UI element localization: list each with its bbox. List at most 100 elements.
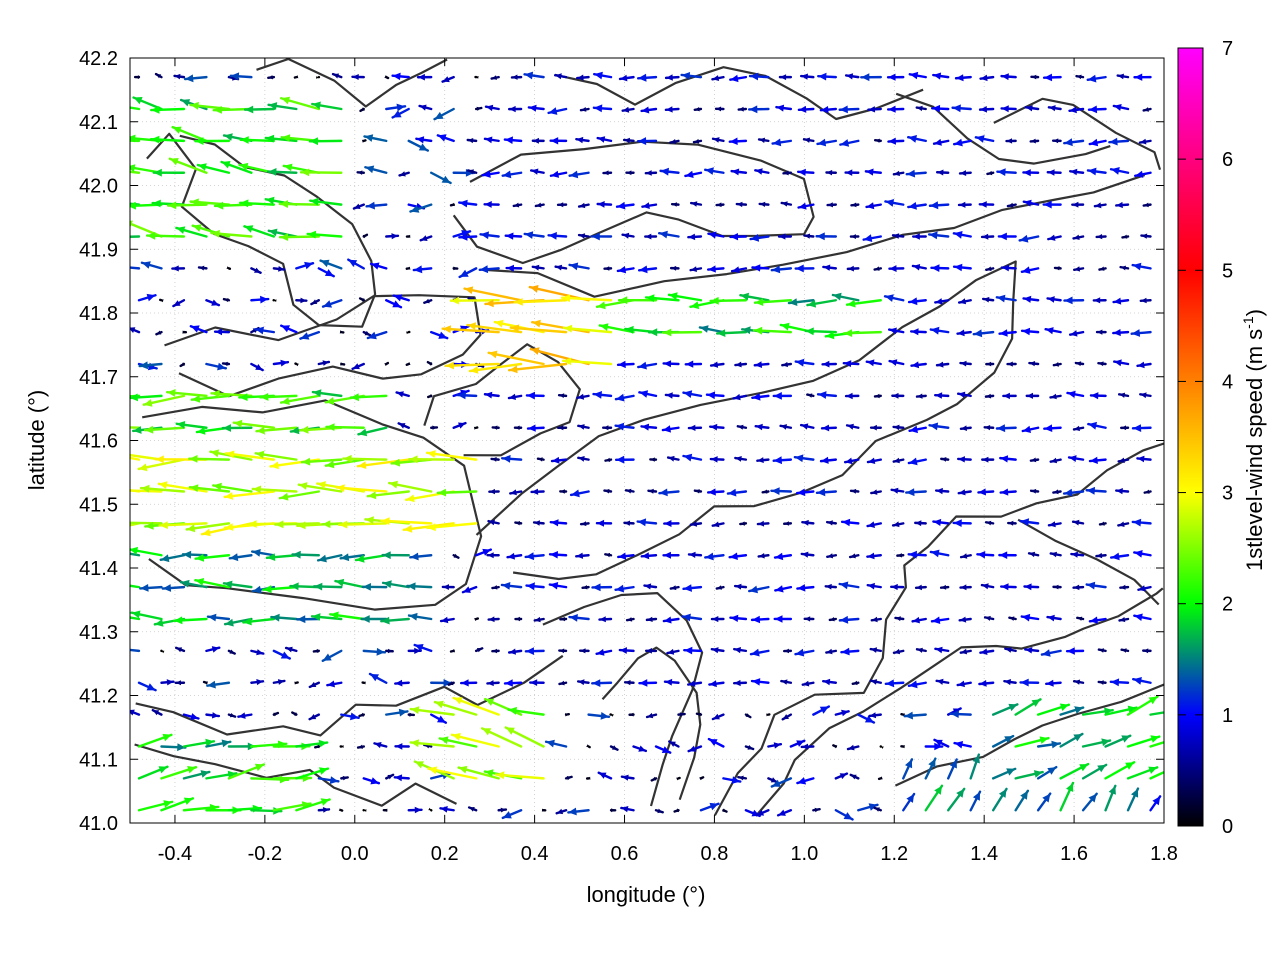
wind-vector bbox=[932, 138, 950, 146]
wind-vector bbox=[815, 488, 838, 497]
wind-vector-head bbox=[604, 488, 610, 494]
wind-vector-head bbox=[880, 746, 884, 749]
wind-vector bbox=[441, 325, 500, 334]
wind-vector bbox=[1074, 361, 1085, 367]
wind-vector bbox=[1028, 361, 1040, 367]
wind-vector bbox=[426, 360, 433, 366]
wind-vector-head bbox=[409, 612, 418, 621]
wind-vector bbox=[1047, 234, 1062, 241]
wind-vector bbox=[796, 584, 815, 592]
wind-vector-head bbox=[322, 360, 329, 366]
wind-vector-head bbox=[453, 266, 458, 271]
wind-vector bbox=[137, 765, 169, 780]
wind-vector bbox=[427, 394, 433, 399]
wind-vector-head bbox=[773, 392, 782, 400]
wind-vector bbox=[602, 425, 613, 431]
wind-vector-head bbox=[847, 299, 856, 308]
wind-vector-head bbox=[795, 264, 804, 273]
wind-vector-head bbox=[1094, 202, 1102, 209]
wind-vector-head bbox=[1131, 788, 1139, 798]
wind-vector bbox=[1059, 781, 1075, 812]
wind-vector-head bbox=[479, 265, 489, 274]
wind-vector-head bbox=[672, 202, 677, 207]
wind-vector-head bbox=[690, 266, 697, 272]
wind-vector bbox=[658, 230, 680, 239]
wind-vector-head bbox=[905, 759, 913, 769]
wind-vector-head bbox=[416, 136, 425, 144]
wind-vector-head bbox=[239, 393, 248, 401]
wind-vector-head bbox=[211, 229, 220, 238]
wind-vector-head bbox=[488, 350, 498, 359]
wind-vector bbox=[748, 72, 770, 81]
wind-vector-head bbox=[895, 616, 901, 622]
wind-vector-head bbox=[908, 135, 917, 143]
wind-vector bbox=[361, 139, 367, 143]
wind-vector bbox=[645, 616, 658, 622]
wind-vector-head bbox=[366, 201, 375, 210]
wind-vector-head bbox=[1137, 361, 1145, 369]
wind-vector bbox=[894, 616, 905, 622]
wind-vector-head bbox=[505, 679, 513, 687]
wind-vector-head bbox=[807, 393, 813, 398]
wind-vector-head bbox=[158, 481, 168, 489]
wind-vector bbox=[693, 107, 703, 112]
wind-vector-head bbox=[534, 616, 541, 623]
wind-vector-head bbox=[1025, 105, 1033, 112]
wind-vector bbox=[559, 616, 568, 622]
wind-vector-head bbox=[934, 742, 943, 751]
wind-vector bbox=[484, 104, 500, 112]
wind-vector-head bbox=[621, 806, 629, 813]
wind-vector-head bbox=[1000, 488, 1009, 496]
wind-vector bbox=[513, 425, 523, 430]
wind-vector bbox=[1019, 518, 1040, 526]
wind-vector-head bbox=[934, 785, 942, 795]
wind-vector-head bbox=[712, 616, 719, 623]
wind-vector bbox=[905, 169, 927, 178]
wind-vector-head bbox=[1086, 486, 1095, 495]
wind-vector-head bbox=[957, 680, 965, 688]
wind-vector-head bbox=[515, 521, 521, 526]
wind-vector-head bbox=[646, 616, 653, 622]
wind-vector-head bbox=[708, 231, 717, 239]
wind-vector bbox=[382, 808, 388, 812]
wind-vector-head bbox=[1067, 390, 1076, 398]
wind-vector bbox=[957, 201, 972, 208]
wind-vector bbox=[707, 737, 725, 748]
wind-vector-head bbox=[531, 168, 539, 175]
wind-vector bbox=[559, 489, 568, 494]
wind-vector bbox=[616, 360, 635, 369]
wind-vector-head bbox=[802, 680, 810, 687]
wind-vector-head bbox=[617, 266, 627, 274]
wind-vector-head bbox=[473, 426, 478, 430]
wind-vector bbox=[959, 648, 972, 655]
wind-vector bbox=[317, 360, 331, 366]
wind-vector bbox=[1092, 297, 1107, 304]
wind-vector-head bbox=[712, 713, 720, 720]
wind-vector-head bbox=[587, 776, 591, 780]
wind-vector-head bbox=[1097, 329, 1103, 335]
wind-vector-head bbox=[798, 105, 807, 113]
wind-vector bbox=[680, 72, 703, 80]
wind-vector bbox=[849, 773, 860, 780]
wind-vector bbox=[250, 549, 276, 557]
wind-vector-head bbox=[265, 134, 275, 143]
wind-vector-head bbox=[891, 487, 899, 494]
wind-vector bbox=[638, 679, 658, 687]
wind-vector bbox=[427, 766, 478, 780]
wind-vector-head bbox=[256, 649, 264, 656]
wind-vector bbox=[393, 774, 410, 782]
wind-vector-head bbox=[648, 488, 654, 494]
wind-vector bbox=[385, 299, 403, 309]
wind-vector-head bbox=[894, 648, 901, 655]
wind-vector bbox=[213, 328, 231, 336]
wind-vector-head bbox=[773, 456, 782, 465]
wind-vector-shaft bbox=[130, 170, 141, 174]
wind-vector-head bbox=[336, 484, 345, 492]
wind-vector bbox=[641, 202, 658, 209]
wind-vector bbox=[845, 299, 882, 308]
wind-vector bbox=[1020, 266, 1040, 274]
wind-vector-head bbox=[281, 325, 290, 333]
colorbar-tick-label: 6 bbox=[1222, 149, 1233, 171]
wind-vector bbox=[757, 137, 770, 143]
wind-vector-head bbox=[782, 361, 788, 368]
